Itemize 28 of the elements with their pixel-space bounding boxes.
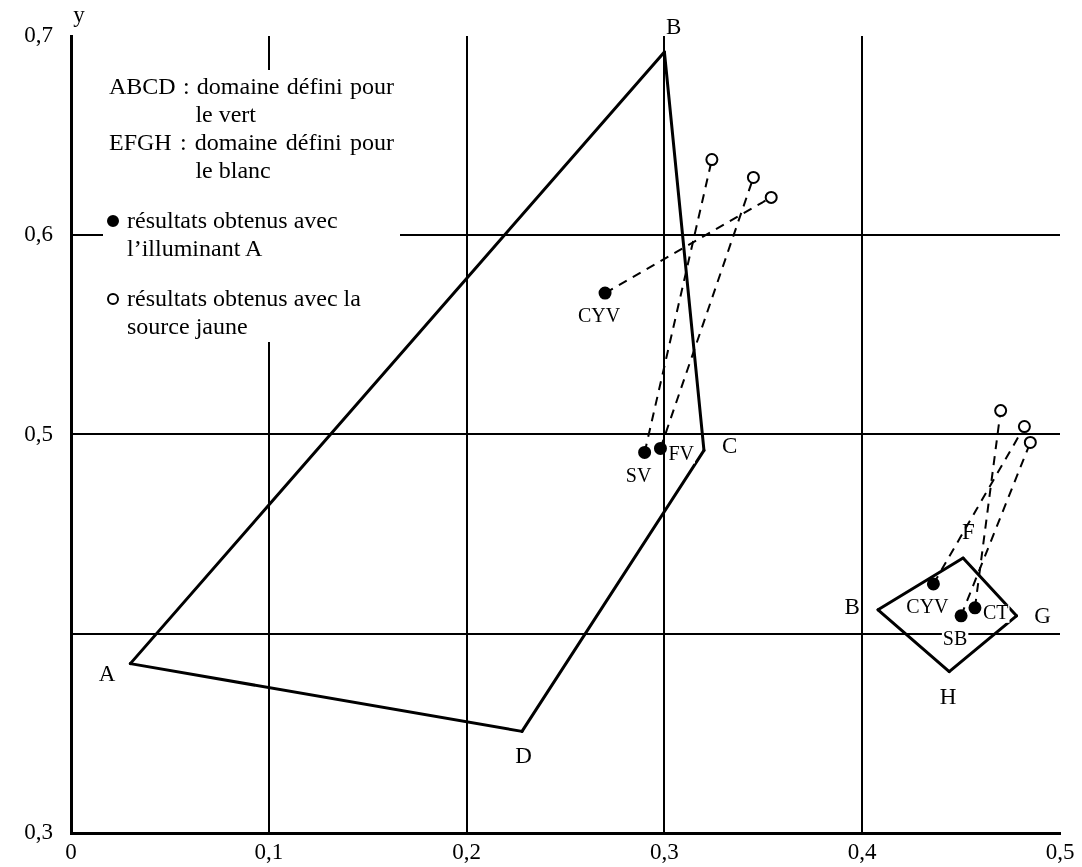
- x-tick-label: 0: [65, 838, 77, 864]
- x-tick-label: 0,3: [650, 838, 679, 864]
- data-label: G: [1034, 602, 1051, 628]
- y-tick-label: 0,5: [24, 420, 53, 446]
- y-axis-title: y: [73, 2, 86, 28]
- data-label: A: [98, 661, 116, 687]
- data-label: FV: [668, 441, 695, 464]
- x-tick-label: 0,5: [1045, 838, 1075, 864]
- x-tick-label: 0,4: [847, 838, 878, 864]
- y-tick-label: 0,7: [24, 22, 53, 48]
- data-label: H: [939, 683, 957, 709]
- data-label: D: [515, 743, 532, 769]
- x-tick-label: 0,2: [452, 838, 481, 864]
- y-tick-label: 0,6: [24, 221, 53, 247]
- y-tick-label: 0,3: [24, 819, 53, 845]
- annotation: ABCD : domaine défini pour le vert: [109, 72, 394, 128]
- legend-label: résultats obtenus avec l’illuminant A: [127, 206, 339, 262]
- data-label: CYV: [906, 595, 950, 618]
- data-label: SV: [625, 463, 652, 486]
- annotation: EFGH : domaine défini pour le blanc: [109, 128, 394, 184]
- data-label: SB: [942, 627, 968, 650]
- data-label: CYV: [577, 304, 621, 327]
- data-label: B: [665, 13, 682, 39]
- data-label: B: [844, 594, 860, 620]
- x-tick-label: 0,1: [254, 838, 284, 864]
- legend-label: résultats obtenus avec la source jaune: [127, 284, 362, 340]
- data-label: C: [722, 433, 738, 459]
- data-label: CT: [982, 601, 1009, 624]
